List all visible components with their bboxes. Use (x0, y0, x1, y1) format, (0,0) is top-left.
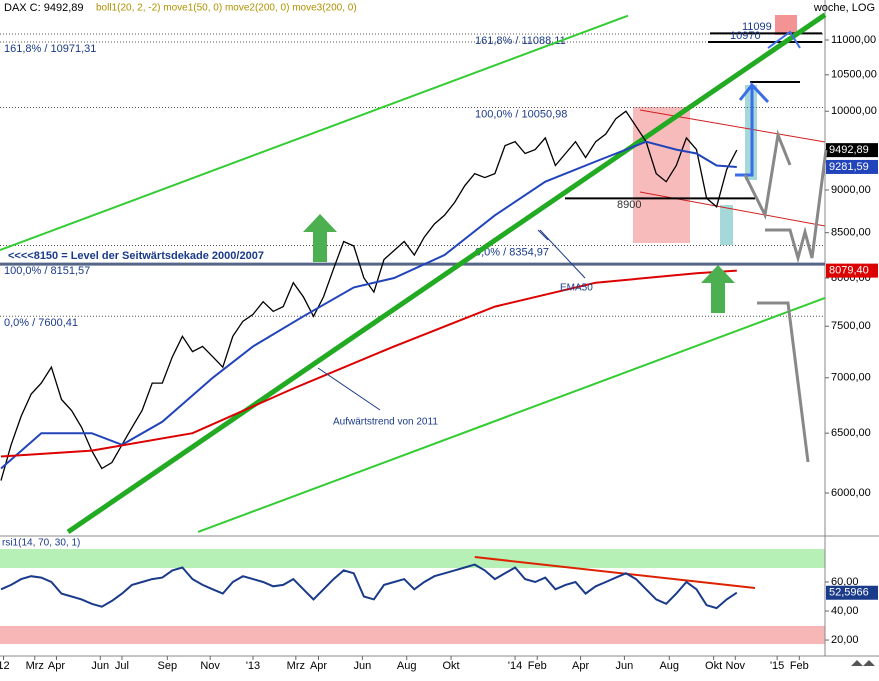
price-tag (826, 143, 878, 158)
x-tick-label: Jul (115, 660, 129, 672)
x-tick-label: Okt (705, 660, 722, 672)
x-tick-label: Aug (659, 660, 679, 672)
x-tick-label: Jun (353, 660, 371, 672)
annotation-pointer (317, 367, 381, 411)
x-tick-label: 12 (0, 660, 10, 672)
annotation: EMA50 (560, 283, 593, 294)
level-segment-label: 10970 (730, 30, 761, 42)
annotation-pointer (537, 229, 549, 241)
rsi-overbought-band (0, 549, 825, 568)
x-tick-label: Okt (442, 660, 459, 672)
arrow-blue (735, 81, 770, 177)
y-tick-label: 8500,00 (831, 227, 871, 239)
y-tick-label: 10500,00 (831, 69, 877, 81)
logo-icon (851, 660, 875, 666)
zone-red (633, 107, 690, 243)
fib-level-label: 100,0% / 8151,57 (4, 265, 90, 277)
price-tag (826, 263, 878, 278)
level-segment-label: 11099 (742, 21, 772, 33)
rsi-title: rsi1(14, 70, 30, 1) (2, 538, 80, 549)
x-tick-label: Jun (616, 660, 634, 672)
price-tag (826, 585, 878, 600)
arrow-up (701, 265, 735, 313)
annotation-pointer (539, 229, 586, 279)
arrow-blue (767, 30, 801, 49)
arrow-blue (738, 84, 754, 101)
trendline (474, 556, 756, 589)
arrow-up (303, 214, 337, 262)
x-tick-label: Apr (48, 660, 65, 672)
x-tick-label: Nov (726, 660, 746, 672)
x-tick-label: '13 (246, 660, 260, 672)
trendline (66, 12, 827, 535)
series-line (0, 110, 738, 481)
x-tick-label: Feb (790, 660, 809, 672)
scenario-path (765, 149, 828, 264)
x-tick-label: Mrz (287, 660, 305, 672)
x-tick-label: Sep (158, 660, 178, 672)
x-tick-label: Mrz (26, 660, 44, 672)
x-tick-label: '15 (770, 660, 784, 672)
arrows (303, 30, 828, 463)
price-tag-label: 9281,59 (829, 161, 869, 173)
y-tick-label: 20,00 (831, 634, 859, 646)
price-tag (826, 159, 878, 174)
decade-level-label: <<<<8150 = Level der Seitwärtsdekade 200… (8, 250, 264, 262)
indicator-settings: boll1(20, 2, -2) move1(50, 0) move2(200,… (96, 3, 357, 14)
x-tick-label: Apr (572, 660, 589, 672)
x-tick-label: Jun (91, 660, 109, 672)
rsi-oversold-band (0, 626, 825, 644)
trendline (0, 14, 629, 251)
y-tick-label: 6000,00 (831, 487, 871, 499)
zone-teal (720, 205, 733, 245)
zone-red-top (775, 15, 797, 35)
y-tick-label: 11000,00 (831, 34, 876, 46)
y-tick-label: 40,00 (831, 605, 859, 617)
level-segment-label: 8900 (617, 199, 641, 211)
trendline (197, 296, 826, 533)
fib-level-label: 161,8% / 11088,11 (475, 35, 566, 47)
x-tick-label: Nov (200, 660, 220, 672)
x-tick-label: Apr (310, 660, 327, 672)
series-line (0, 269, 737, 458)
x-tick-label: Feb (528, 660, 547, 672)
price-tag-label: 9492,89 (829, 144, 869, 156)
y-tick-label: 9000,00 (831, 184, 871, 196)
annotation: Aufwärtstrend von 2011 (333, 417, 438, 428)
series-line (0, 563, 738, 610)
x-tick-label: Aug (397, 660, 417, 672)
scenario-path (757, 301, 810, 463)
timeframe: woche, LOG (813, 2, 875, 14)
marks: 6000,006500,007000,007500,008000,008500,… (0, 12, 878, 672)
scenario-path (743, 129, 792, 220)
y-tick-label: 10000,00 (831, 105, 877, 117)
y-tick-label: 60,00 (831, 576, 859, 588)
y-tick-label: 6500,00 (831, 427, 871, 439)
chart-title: DAX C: 9492,89 (4, 2, 84, 14)
price-tag-label: 52,5966 (829, 587, 869, 599)
channel-line (639, 109, 826, 143)
fib-level-label: 161,8% / 10971,31 (4, 43, 96, 55)
y-tick-label: 7000,00 (831, 372, 871, 384)
fib-level-label: 0,0% / 7600,41 (4, 317, 78, 329)
y-tick-label: 7500,00 (831, 320, 871, 332)
x-tick-label: '14 (508, 660, 522, 672)
fib-level-label: 100,0% / 10050,98 (475, 108, 567, 120)
fib-level-label: 0,0% / 8354,97 (475, 246, 549, 258)
price-tag-label: 8079,40 (829, 265, 869, 277)
